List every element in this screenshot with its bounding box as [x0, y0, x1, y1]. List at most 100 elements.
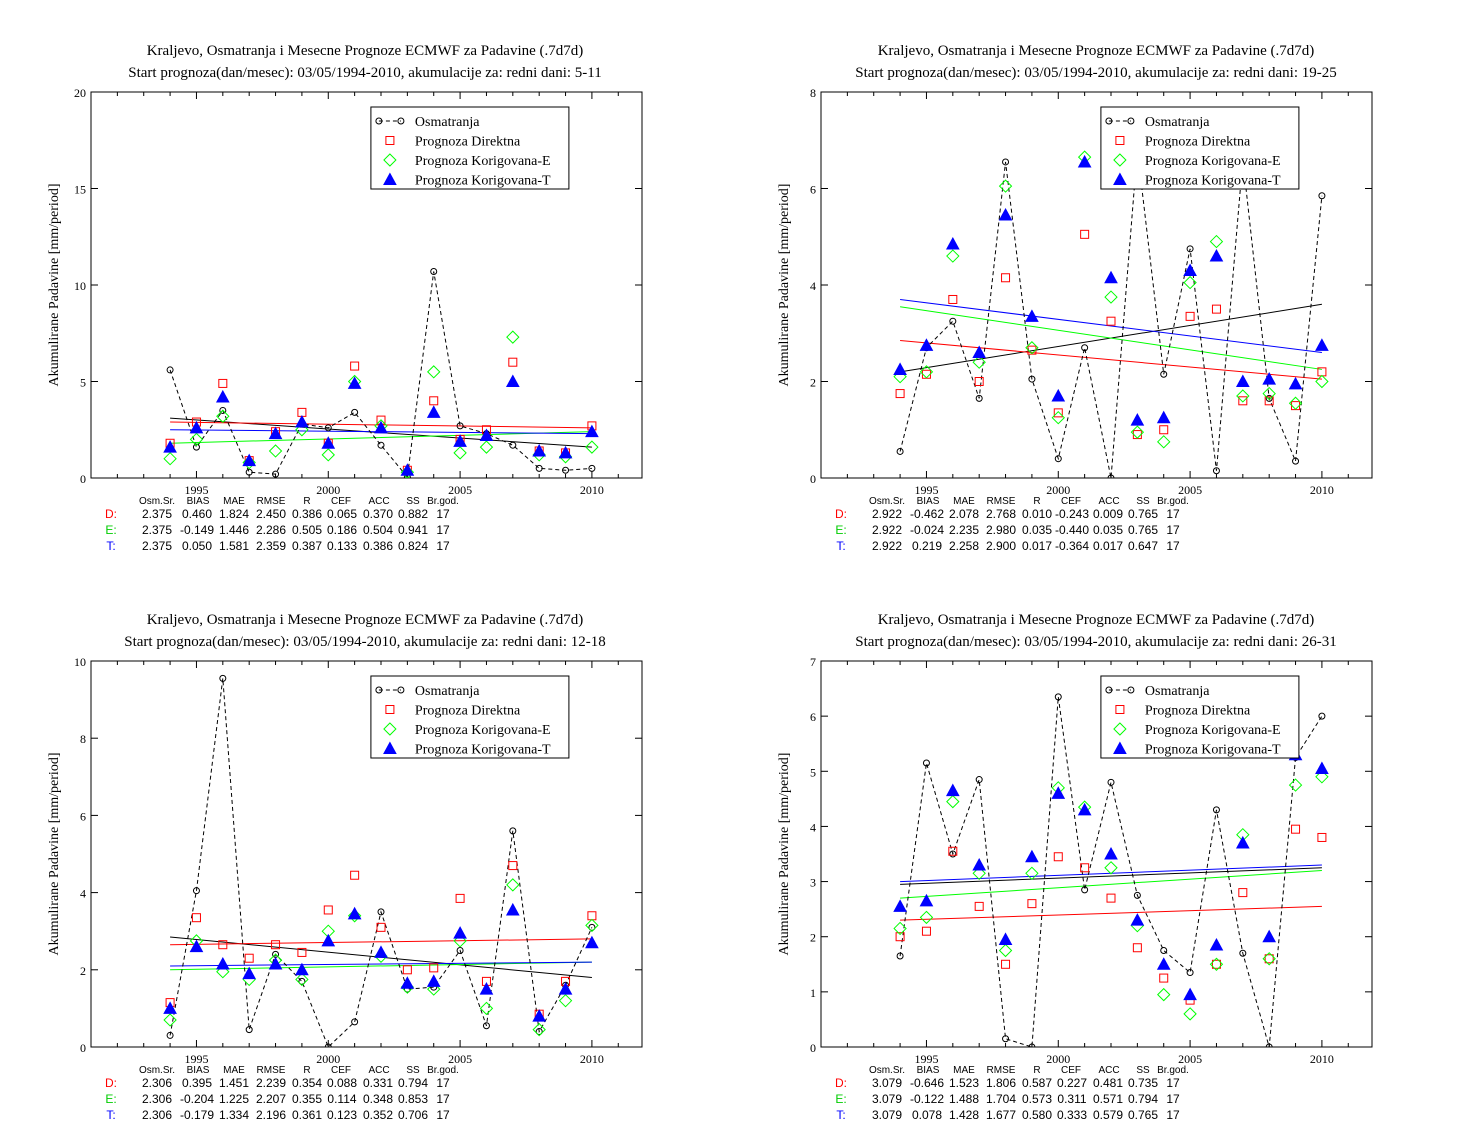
data-point [1235, 835, 1250, 849]
stats-value: 0.050 [182, 539, 212, 553]
data-point [1185, 311, 1195, 321]
data-point [1130, 425, 1145, 439]
data-point [429, 963, 439, 973]
y-tick-label: 0 [80, 472, 86, 486]
y-tick-label: 8 [810, 86, 816, 100]
data-point [508, 357, 518, 367]
chart-title: Kraljevo, Osmatranja i Mesecne Prognoze … [878, 43, 1315, 59]
data-point [324, 424, 332, 432]
stats-value: 0.386 [292, 507, 322, 521]
series-line [169, 271, 592, 478]
stats-header: RMSE [257, 1065, 286, 1076]
legend-marker [1115, 136, 1125, 145]
stats-value: -0.122 [910, 1092, 944, 1106]
y-tick-label: 0 [80, 1041, 86, 1055]
data-point [242, 453, 257, 467]
stats-header: BIAS [917, 496, 940, 507]
data-point [1080, 229, 1090, 239]
data-point [945, 236, 960, 250]
data-point [427, 982, 441, 996]
legend-marker [375, 686, 383, 694]
data-point [585, 935, 599, 949]
stats-header: SS [406, 1065, 420, 1076]
trend-line [900, 905, 1322, 921]
stats-value: 0.580 [1022, 1108, 1052, 1122]
legend-entry: Prognoza Direktna [1115, 704, 1251, 719]
data-point [946, 794, 960, 809]
data-point [893, 921, 907, 936]
legend: Osmatranja Prognoza Direktna Prognoza Kori… [370, 106, 570, 190]
stats-value: 0.573 [1022, 1092, 1052, 1106]
data-point [1264, 954, 1274, 964]
data-point [1315, 374, 1329, 389]
stats-row-label: D: [835, 507, 847, 521]
series-prognoza-direktna [895, 824, 1327, 1005]
data-point [268, 426, 283, 440]
data-point [975, 394, 983, 402]
data-point [453, 934, 467, 948]
stats-value: 17 [436, 507, 450, 521]
data-point [427, 365, 441, 379]
data-point [1239, 949, 1247, 957]
x-tick-label: 2000 [316, 1052, 340, 1066]
data-point [1107, 474, 1115, 478]
data-point [1211, 304, 1221, 314]
trend-line [900, 339, 1322, 380]
data-point [268, 956, 283, 970]
chart-subtitle: Start prognoza(dan/mesec): 03/05/1994-20… [128, 65, 601, 81]
data-point [1183, 1007, 1197, 1021]
y-tick-label: 20 [74, 86, 86, 100]
data-point [1209, 937, 1224, 951]
trend-line [900, 870, 1322, 899]
legend-label: Prognoza Korigovana-T [1145, 174, 1281, 189]
data-point [1288, 396, 1303, 410]
y-tick-label: 2 [810, 931, 816, 945]
y-axis-label: Akumulirane Padavine [mm/period] [47, 184, 62, 387]
stats-value: 2.258 [949, 539, 979, 553]
chart-panel-1: Kraljevo, Osmatranja i Mesecne Prognoze … [47, 43, 643, 553]
data-point [1315, 770, 1329, 784]
data-point [1209, 957, 1224, 971]
data-point [453, 434, 467, 447]
data-point [429, 396, 439, 406]
y-tick-label: 2 [80, 964, 86, 978]
chart-title: Kraljevo, Osmatranja i Mesecne Prognoze … [147, 612, 584, 628]
stats-value: 0.186 [327, 523, 357, 537]
legend-marker [1127, 117, 1135, 125]
legend-entry: Prognoza Korigovana-E [383, 722, 551, 738]
stats-header: Osm.Sr. [869, 496, 905, 507]
data-point [1209, 234, 1224, 249]
data-point [1264, 396, 1274, 406]
stats-value: 0.706 [398, 1108, 428, 1122]
data-point [1262, 386, 1276, 401]
stats-value: 0.735 [1128, 1076, 1158, 1090]
data-point [972, 345, 987, 359]
y-tick-label: 3 [810, 876, 816, 890]
stats-value: 0.647 [1128, 539, 1158, 553]
stats-value: 0.481 [1093, 1076, 1123, 1090]
stats-value: -0.440 [1055, 523, 1089, 537]
data-point [974, 901, 984, 911]
stats-header: SS [1136, 496, 1150, 507]
x-tick-label: 2010 [1310, 483, 1334, 497]
stats-value: 17 [1166, 507, 1180, 521]
legend-entry: Osmatranja [1105, 115, 1210, 130]
data-point [1159, 425, 1169, 435]
stats-value: 0.354 [292, 1076, 322, 1090]
legend-label: Prognoza Korigovana-E [415, 154, 551, 169]
data-point [1212, 467, 1220, 475]
data-point [532, 1022, 546, 1037]
data-point [585, 918, 599, 933]
stats-value: -0.204 [180, 1092, 214, 1106]
stats-value: 2.359 [256, 539, 286, 553]
data-point [1027, 899, 1037, 909]
data-point [1238, 888, 1248, 898]
data-point [1133, 891, 1141, 899]
stats-header: ACC [368, 496, 389, 507]
data-point [1080, 863, 1090, 873]
legend-label: Prognoza Direktna [1145, 704, 1251, 719]
stats-row: D: 2.922 -0.462 2.078 2.768 0.010 -0.243 0.009 0… [835, 507, 1180, 521]
data-point [919, 365, 934, 379]
stats-header: BIAS [187, 1065, 210, 1076]
data-point [350, 361, 360, 371]
